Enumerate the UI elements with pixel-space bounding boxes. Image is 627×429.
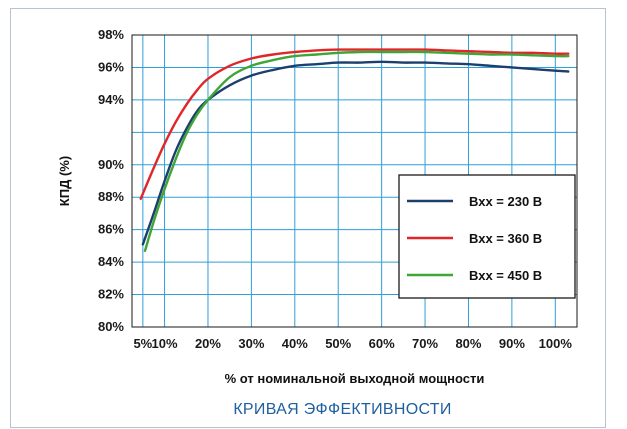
legend: Вхх = 230 В Вхх = 360 В Вхх = 450 В (398, 174, 576, 299)
legend-item-450v: Вхх = 450 В (407, 268, 542, 283)
legend-label: Вхх = 230 В (469, 194, 542, 209)
series-lines (139, 48, 570, 252)
x-tick-label: 10% (152, 336, 178, 351)
x-tick-label: 60% (369, 336, 395, 351)
legend-box (398, 174, 576, 299)
y-tick-label: 84% (98, 254, 124, 269)
y-tick-label: 90% (98, 157, 124, 172)
y-tick-label: 96% (98, 59, 124, 74)
series-line-360v (139, 48, 570, 200)
y-tick-label: 94% (98, 92, 124, 107)
x-axis-label: % от номинальной выходной мощности (225, 371, 485, 386)
x-tick-label: 70% (412, 336, 438, 351)
legend-item-230v: Вхх = 230 В (407, 194, 542, 209)
legend-label: Вхх = 450 В (469, 268, 542, 283)
chart-title: КРИВАЯ ЭФФЕКТИВНОСТИ (233, 401, 451, 418)
x-tick-label: 80% (455, 336, 481, 351)
x-tick-label: 30% (238, 336, 264, 351)
legend-item-360v: Вхх = 360 В (407, 231, 542, 246)
x-tick-label: 40% (282, 336, 308, 351)
x-tick-label: 5% (133, 336, 152, 351)
x-tick-label: 90% (499, 336, 525, 351)
series-line-230v (141, 60, 570, 246)
y-tick-label: 86% (98, 222, 124, 237)
y-axis-ticks: 80% 82% 84% 86% 88% 90% 94% 96% 98% (98, 27, 124, 334)
x-tick-label: 20% (195, 336, 221, 351)
y-tick-label: 80% (98, 319, 124, 334)
x-axis-ticks: 5% 10% 20% 30% 40% 50% 60% 70% 80% 90% 100% (133, 336, 572, 351)
x-tick-label: 100% (539, 336, 573, 351)
x-tick-label: 50% (325, 336, 351, 351)
y-tick-label: 88% (98, 189, 124, 204)
efficiency-chart: 80% 82% 84% 86% 88% 90% 94% 96% 98% 5% 10% 20% 30% 4… (57, 27, 578, 418)
series-line-450v (143, 50, 570, 252)
legend-label: Вхх = 360 В (469, 231, 542, 246)
y-tick-label: 82% (98, 287, 124, 302)
plot-area (131, 34, 578, 328)
y-axis-label: КПД (%) (57, 156, 72, 206)
y-tick-label: 98% (98, 27, 124, 42)
chart-frame: 80% 82% 84% 86% 88% 90% 94% 96% 98% 5% 10% 20% 30% 4… (10, 8, 606, 428)
